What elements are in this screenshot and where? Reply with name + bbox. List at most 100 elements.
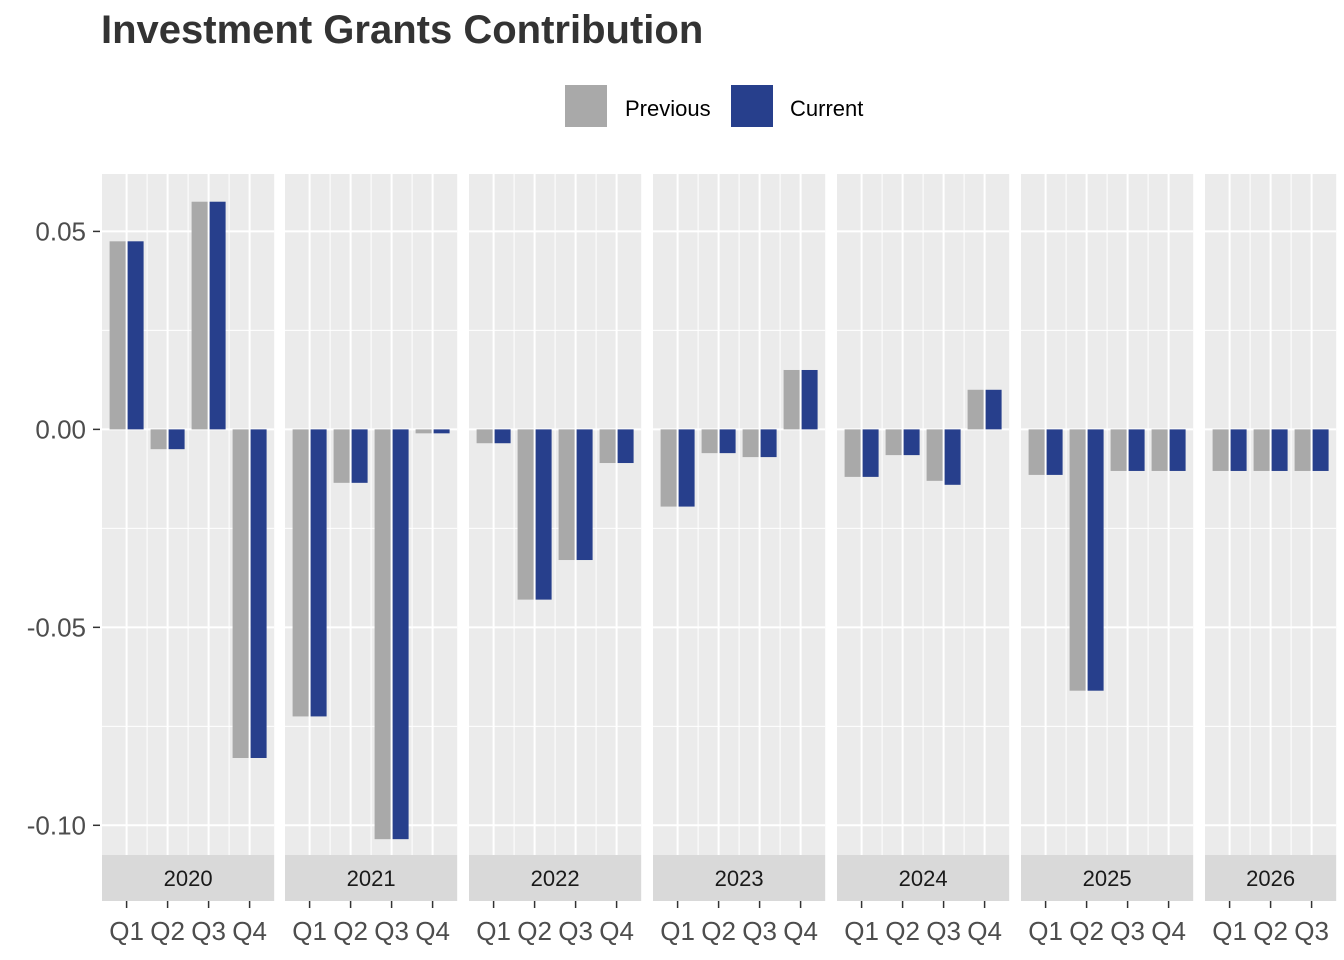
bar-current — [1128, 429, 1145, 471]
bar-current — [1169, 429, 1186, 471]
bar-current — [494, 429, 511, 444]
facet-panel-2026: 2026 Q1 Q2 Q3 — [1205, 174, 1337, 946]
bar-current — [392, 429, 409, 840]
x-tick-label: Q3 — [926, 916, 961, 946]
x-tick-label: Q4 — [967, 916, 1002, 946]
bar-previous — [1253, 429, 1270, 471]
bar-previous — [558, 429, 575, 561]
y-tick-label: -0.10 — [27, 810, 86, 840]
bar-current — [944, 429, 961, 485]
bar-current — [209, 201, 226, 430]
bar-previous — [742, 429, 759, 458]
facet-strip — [469, 855, 642, 901]
facet-strip — [1205, 855, 1337, 901]
bar-current — [535, 429, 552, 600]
bar-current — [719, 429, 736, 454]
facet-strip — [285, 855, 458, 901]
bar-current — [351, 429, 368, 483]
bar-previous — [150, 429, 167, 450]
x-tick-label: Q1 — [476, 916, 511, 946]
x-tick-label: Q1 — [109, 916, 144, 946]
legend-swatch-current — [731, 85, 773, 127]
bar-previous — [885, 429, 902, 456]
legend-key-previous — [564, 84, 608, 128]
facet-strip-label: 2023 — [715, 866, 764, 891]
bar-previous — [701, 429, 718, 454]
facet-strip-label: 2025 — [1083, 866, 1132, 891]
x-tick-label: Q2 — [885, 916, 920, 946]
bar-previous — [660, 429, 677, 507]
facet-panel-2023: 2023 Q1 Q2 Q3 Q4 — [653, 174, 826, 946]
bar-previous — [232, 429, 249, 758]
bar-current — [127, 241, 144, 430]
bar-previous — [1069, 429, 1086, 691]
x-tick-label: Q1 — [1028, 916, 1063, 946]
bar-previous — [292, 429, 309, 717]
x-tick-label: Q4 — [232, 916, 267, 946]
bar-current — [1230, 429, 1247, 471]
x-tick-label: Q4 — [783, 916, 818, 946]
bar-previous — [1151, 429, 1168, 471]
bar-current — [678, 429, 695, 507]
bar-current — [1087, 429, 1104, 691]
bar-current — [862, 429, 879, 477]
legend-key-current — [730, 84, 774, 128]
bar-current — [1271, 429, 1288, 471]
x-tick-label: Q3 — [1110, 916, 1145, 946]
facet-panel-2020: 2020 Q1 Q2 Q3 Q4 — [102, 174, 275, 946]
chart-title: Investment Grants Contribution — [101, 8, 704, 52]
legend-label-previous: Previous — [625, 96, 711, 121]
bar-previous — [109, 241, 126, 430]
bar-previous — [476, 429, 493, 444]
x-tick-label: Q1 — [1212, 916, 1247, 946]
bar-previous — [415, 429, 432, 434]
x-tick-label: Q2 — [517, 916, 552, 946]
bar-current — [903, 429, 920, 456]
bar-current — [1046, 429, 1063, 475]
facet-strip — [653, 855, 826, 901]
legend-swatch-previous — [565, 85, 607, 127]
y-tick-label: 0.00 — [35, 414, 86, 444]
facet-strip-label: 2024 — [899, 866, 948, 891]
bar-current — [433, 429, 450, 434]
bar-previous — [926, 429, 943, 481]
facet-strip-label: 2021 — [347, 866, 396, 891]
bar-previous — [517, 429, 534, 600]
x-tick-label: Q2 — [1069, 916, 1104, 946]
x-tick-label: Q4 — [1151, 916, 1186, 946]
facet-panel-2021: 2021 Q1 Q2 Q3 Q4 — [285, 174, 458, 946]
x-tick-label: Q4 — [599, 916, 634, 946]
bar-previous — [1028, 429, 1045, 475]
x-tick-label: Q2 — [333, 916, 368, 946]
x-tick-label: Q3 — [191, 916, 226, 946]
facet-strip-label: 2022 — [531, 866, 580, 891]
x-tick-label: Q2 — [701, 916, 736, 946]
bar-current — [168, 429, 185, 450]
x-tick-label: Q3 — [558, 916, 593, 946]
bar-previous — [967, 389, 984, 430]
x-tick-label: Q2 — [1253, 916, 1288, 946]
facet-panel-2022: 2022 Q1 Q2 Q3 Q4 — [469, 174, 642, 946]
x-tick-label: Q4 — [415, 916, 450, 946]
x-tick-label: Q3 — [1294, 916, 1329, 946]
x-tick-label: Q1 — [292, 916, 327, 946]
y-tick-label: 0.05 — [35, 216, 86, 246]
x-tick-label: Q3 — [374, 916, 409, 946]
bar-current — [1312, 429, 1329, 471]
facet-strip-label: 2020 — [164, 866, 213, 891]
bar-current — [310, 429, 327, 717]
x-tick-label: Q1 — [844, 916, 879, 946]
bar-previous — [1294, 429, 1311, 471]
bar-current — [617, 429, 634, 464]
bar-previous — [191, 201, 208, 430]
bar-current — [985, 389, 1002, 430]
legend-label-current: Current — [790, 96, 864, 121]
facet-panel-2025: 2025 Q1 Q2 Q3 Q4 — [1021, 174, 1194, 946]
facet-strip — [102, 855, 275, 901]
bar-previous — [599, 429, 616, 464]
bar-previous — [783, 369, 800, 430]
bar-previous — [1110, 429, 1127, 471]
bar-current — [576, 429, 593, 561]
y-tick-label: -0.05 — [27, 612, 86, 642]
